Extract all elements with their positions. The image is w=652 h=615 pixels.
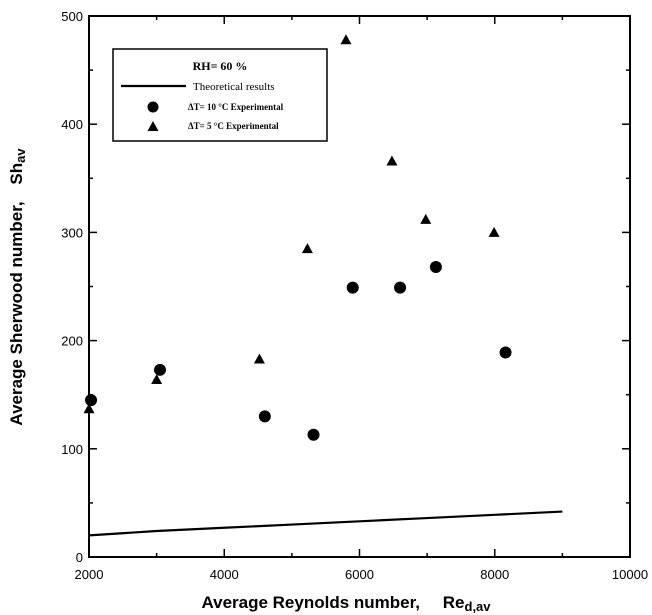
legend: RH= 60 % Theoretical results ΔT= 10 °C E…	[112, 48, 328, 142]
series-layer	[83, 34, 563, 537]
x-axis-title-sub: d,av	[465, 599, 492, 614]
legend-circle-swatch	[147, 101, 159, 113]
y-tick-label: 400	[61, 117, 83, 132]
x-axis-title: Average Reynolds number, Red,av	[201, 593, 491, 614]
legend-box	[112, 48, 328, 142]
x-axis-title-text: Average Reynolds number,	[201, 593, 420, 612]
data-point-triangle	[151, 374, 163, 385]
legend-title: RH= 60 %	[193, 59, 248, 73]
y-axis-title-symbol: Sh	[7, 163, 26, 185]
data-point-triangle	[83, 403, 95, 414]
data-point-circle	[307, 428, 320, 441]
data-point-circle	[85, 394, 98, 407]
x-axis-title-symbol: Re	[443, 593, 465, 612]
x-tick-label: 4000	[210, 567, 239, 582]
data-point-circle	[154, 363, 167, 376]
data-point-triangle	[488, 226, 500, 237]
data-point-circle	[499, 346, 512, 359]
data-point-circle	[394, 281, 407, 294]
data-point-triangle	[420, 213, 432, 224]
legend-label-theoretical: Theoretical results	[193, 81, 275, 93]
axis-ticks	[88, 15, 631, 558]
data-point-triangle	[253, 353, 265, 364]
data-point-circle	[346, 281, 359, 294]
y-tick-label: 100	[61, 442, 83, 457]
y-axis-title: Average Sherwood number, Shav	[7, 148, 28, 426]
legend-label-dt10: ΔT= 10 °C Experimental	[188, 102, 284, 112]
x-tick-label: 2000	[75, 567, 104, 582]
x-tick-label: 10000	[612, 567, 648, 582]
y-axis-title-sub: av	[13, 148, 28, 163]
y-tick-label: 0	[76, 550, 83, 565]
data-point-triangle	[301, 243, 313, 254]
legend-triangle-swatch	[147, 121, 159, 131]
y-tick-label: 500	[61, 9, 83, 24]
x-tick-label: 8000	[480, 567, 509, 582]
data-point-triangle	[340, 34, 352, 45]
theoretical-curve	[88, 510, 563, 537]
data-point-triangle	[386, 155, 398, 166]
data-point-circle	[429, 261, 442, 274]
data-point-circle	[258, 410, 271, 423]
y-tick-label: 200	[61, 334, 83, 349]
x-tick-label: 6000	[345, 567, 374, 582]
y-axis-title-text: Average Sherwood number,	[7, 201, 26, 425]
y-tick-label: 300	[61, 225, 83, 240]
tick-labels: 2000 4000 6000 8000 10000 0 100 200 300 400 500	[61, 9, 648, 582]
legend-label-dt5: ΔT= 5 °C Experimental	[188, 121, 279, 131]
